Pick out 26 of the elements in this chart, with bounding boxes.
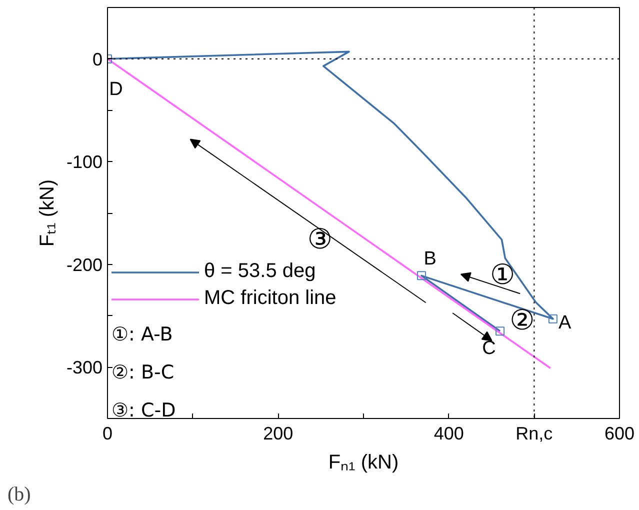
annotation: ①: A-B [112,324,173,346]
x-tick-label: 200 [263,424,294,444]
legend-label: MC friciton line [204,287,336,310]
x-axis-title: Fₙ₁ (kN) [328,452,399,474]
y-tick-label: -200 [66,254,103,275]
annotation: B [424,248,436,270]
annotation: ① [490,258,516,292]
x-tick-label: Rn,c [516,424,553,444]
text: (b) [8,484,31,506]
x-tick-label: 600 [604,424,635,444]
annotation: D [109,79,123,100]
point [548,314,558,324]
point [496,326,505,336]
annotation: ③ [307,222,333,256]
y-tick-label: 0 [92,49,103,70]
y-tick-label: -300 [66,358,103,378]
annotation: C [482,338,496,360]
annotation: ②: B-C [112,362,174,384]
point [417,271,426,280]
x-tick-label: 400 [434,424,464,444]
y-axis-title: Fₜ₁ (kN) [36,179,58,247]
y-tick-label: -100 [66,152,103,172]
legend-label: θ = 53.5 deg [204,260,316,283]
annotation: ③: C-D [112,400,176,422]
annotation: A [558,312,572,334]
annotation: ② [510,303,535,336]
